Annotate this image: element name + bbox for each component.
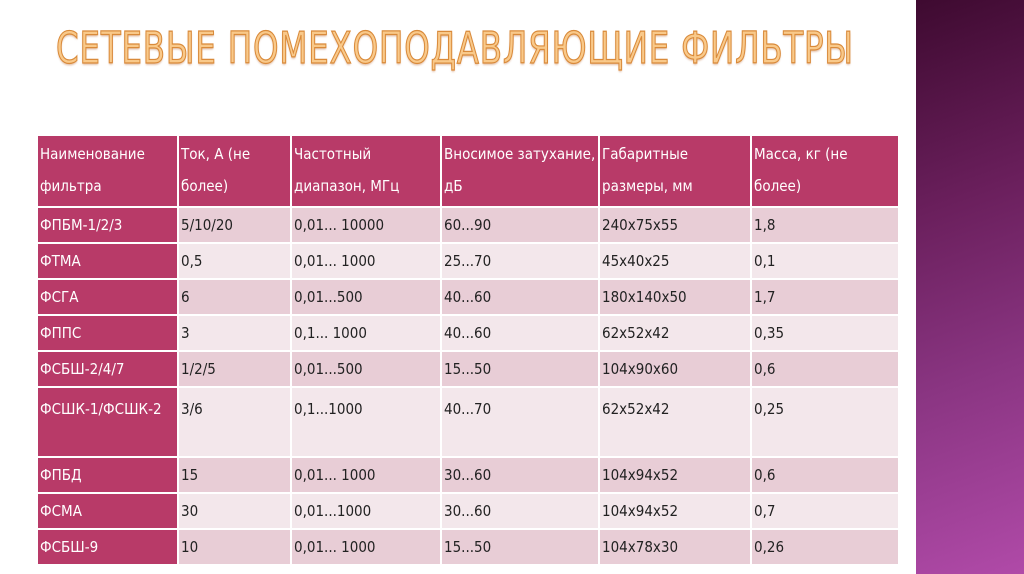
table-cell: 0,1 (752, 244, 898, 278)
table-cell: 40...60 (442, 280, 598, 314)
filter-name-cell: ФПБД (38, 458, 177, 492)
filter-name-cell: ФСБШ-2/4/7 (38, 352, 177, 386)
table-cell: 0,26 (752, 530, 898, 564)
table-cell: 62x52x42 (600, 388, 750, 456)
table-cell: 1,7 (752, 280, 898, 314)
filters-table: Наименование фильтра Ток, А (не более) Час… (36, 134, 900, 566)
table-cell: 30 (179, 494, 290, 528)
table-cell: 0,1... 1000 (292, 316, 440, 350)
table-cell: 0,6 (752, 352, 898, 386)
table-cell: 180x140x50 (600, 280, 750, 314)
table-cell: 15...50 (442, 530, 598, 564)
table-cell: 0,6 (752, 458, 898, 492)
table-cell: 45x40x25 (600, 244, 750, 278)
table-cell: 15...50 (442, 352, 598, 386)
table-cell: 104x94x52 (600, 494, 750, 528)
table-cell: 3/6 (179, 388, 290, 456)
column-header: Габаритные размеры, мм (600, 136, 750, 206)
table-row: ФСГА 6 0,01...500 40...60 180x140x50 1,7 (38, 280, 898, 314)
table-cell: 0,25 (752, 388, 898, 456)
table-cell: 0,01... 1000 (292, 458, 440, 492)
table-cell: 30...60 (442, 458, 598, 492)
table-cell: 0,01...500 (292, 280, 440, 314)
filter-name-cell: ФСГА (38, 280, 177, 314)
filter-name-cell: ФСШК-1/ФСШК-2 (38, 388, 177, 456)
table-cell: 104x78x30 (600, 530, 750, 564)
column-header: Вносимое затухание, дБ (442, 136, 598, 206)
column-header: Наименование фильтра (38, 136, 177, 206)
filter-name-cell: ФТМА (38, 244, 177, 278)
table-header-row: Наименование фильтра Ток, А (не более) Час… (38, 136, 898, 206)
table-cell: 62x52x42 (600, 316, 750, 350)
table-cell: 15 (179, 458, 290, 492)
table-cell: 104x90x60 (600, 352, 750, 386)
table-cell: 104x94x52 (600, 458, 750, 492)
filter-name-cell: ФСМА (38, 494, 177, 528)
table-cell: 5/10/20 (179, 208, 290, 242)
table-cell: 40...70 (442, 388, 598, 456)
table-cell: 3 (179, 316, 290, 350)
table-cell: 240x75x55 (600, 208, 750, 242)
table-cell: 60...90 (442, 208, 598, 242)
filter-name-cell: ФППС (38, 316, 177, 350)
table-cell: 0,01... 1000 (292, 530, 440, 564)
table-cell: 0,01... 1000 (292, 244, 440, 278)
table-cell: 30...60 (442, 494, 598, 528)
table-cell: 0,01... 10000 (292, 208, 440, 242)
table-row: ФТМА 0,5 0,01... 1000 25...70 45x40x25 0,1 (38, 244, 898, 278)
filter-name-cell: ФСБШ-9 (38, 530, 177, 564)
table-cell: 6 (179, 280, 290, 314)
column-header: Масса, кг (не более) (752, 136, 898, 206)
table-cell: 1,8 (752, 208, 898, 242)
table-row: ФСБШ-2/4/7 1/2/5 0,01...500 15...50 104x90x6… (38, 352, 898, 386)
table-cell: 0,01...1000 (292, 494, 440, 528)
filter-name-cell: ФПБМ-1/2/3 (38, 208, 177, 242)
table-cell: 0,5 (179, 244, 290, 278)
table-row: ФПБМ-1/2/3 5/10/20 0,01... 10000 60...90 240… (38, 208, 898, 242)
table-cell: 0,01...500 (292, 352, 440, 386)
side-decor-panel (916, 0, 1024, 574)
table-row: ФППС 3 0,1... 1000 40...60 62x52x42 0,35 (38, 316, 898, 350)
table-cell: 0,1...1000 (292, 388, 440, 456)
slide: СЕТЕВЫЕ ПОМЕХОПОДАВЛЯЮЩИЕ ФИЛЬТРЫ Наимен… (36, 22, 900, 566)
table-row: ФПБД 15 0,01... 1000 30...60 104x94x52 0,6 (38, 458, 898, 492)
table-cell: 1/2/5 (179, 352, 290, 386)
table-row: ФСБШ-9 10 0,01... 1000 15...50 104x78x30 0,26 (38, 530, 898, 564)
column-header: Ток, А (не более) (179, 136, 290, 206)
table-cell: 0,7 (752, 494, 898, 528)
column-header: Частотный диапазон, МГц (292, 136, 440, 206)
table-row: ФСШК-1/ФСШК-2 3/6 0,1...1000 40...70 62x52x4… (38, 388, 898, 456)
table-cell: 0,35 (752, 316, 898, 350)
table-cell: 25...70 (442, 244, 598, 278)
table-cell: 10 (179, 530, 290, 564)
slide-title: СЕТЕВЫЕ ПОМЕХОПОДАВЛЯЮЩИЕ ФИЛЬТРЫ (56, 22, 854, 74)
table-row: ФСМА 30 0,01...1000 30...60 104x94x52 0,7 (38, 494, 898, 528)
table-cell: 40...60 (442, 316, 598, 350)
